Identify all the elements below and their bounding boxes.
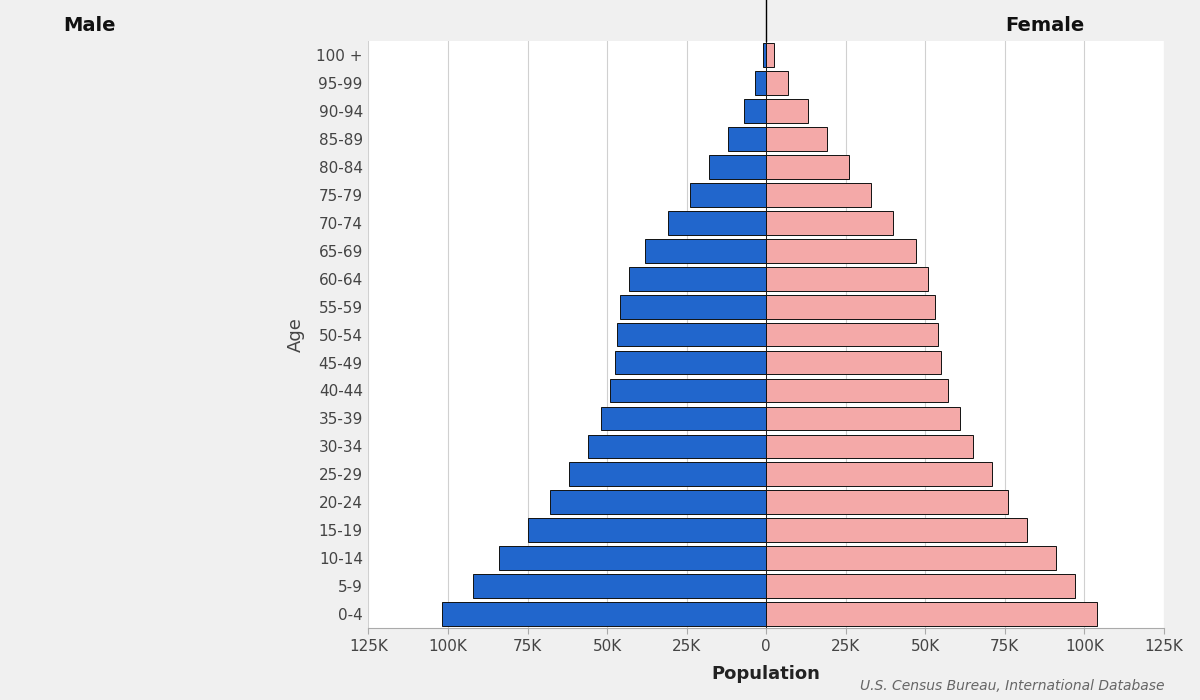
Bar xyxy=(629,267,766,290)
Bar xyxy=(617,323,766,346)
Y-axis label: Age: Age xyxy=(287,317,305,352)
Bar xyxy=(766,239,916,262)
Bar xyxy=(766,211,894,234)
Bar xyxy=(690,183,766,206)
Bar xyxy=(646,239,766,262)
Bar xyxy=(766,602,1097,626)
Bar xyxy=(766,435,973,458)
Bar xyxy=(766,127,827,150)
Bar xyxy=(766,295,935,318)
Bar xyxy=(766,519,1027,542)
Bar xyxy=(766,183,871,206)
Bar xyxy=(569,463,766,486)
Bar xyxy=(474,574,766,598)
Bar xyxy=(744,99,766,122)
Bar xyxy=(766,574,1075,598)
Bar xyxy=(601,407,766,430)
Bar xyxy=(619,295,766,318)
Bar xyxy=(550,491,766,514)
Bar xyxy=(766,71,788,95)
Bar xyxy=(766,491,1008,514)
Bar xyxy=(499,546,766,570)
Bar xyxy=(766,379,948,402)
Text: Male: Male xyxy=(64,16,116,35)
Bar xyxy=(667,211,766,234)
Bar xyxy=(528,519,766,542)
Bar xyxy=(766,351,941,374)
Bar xyxy=(766,267,929,290)
Bar xyxy=(709,155,766,178)
Bar xyxy=(766,407,960,430)
Bar xyxy=(611,379,766,402)
Bar xyxy=(588,435,766,458)
Bar xyxy=(755,71,766,95)
Bar xyxy=(766,323,938,346)
X-axis label: Population: Population xyxy=(712,665,821,683)
Text: Female: Female xyxy=(1004,16,1084,35)
Bar xyxy=(766,463,992,486)
Bar xyxy=(763,43,766,67)
Bar xyxy=(766,99,808,122)
Bar xyxy=(766,43,774,67)
Bar xyxy=(766,546,1056,570)
Bar xyxy=(728,127,766,150)
Bar xyxy=(442,602,766,626)
Bar xyxy=(616,351,766,374)
Bar xyxy=(766,155,848,178)
Text: U.S. Census Bureau, International Database: U.S. Census Bureau, International Databa… xyxy=(859,679,1164,693)
